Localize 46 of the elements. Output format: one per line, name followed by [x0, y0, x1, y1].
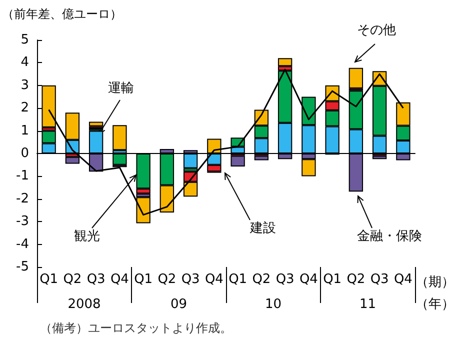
- y-tick-label: -2: [16, 191, 29, 206]
- text: 建設: [249, 221, 276, 236]
- text: 観光: [74, 229, 100, 244]
- x-tick-label: Q3: [181, 272, 200, 287]
- x-tick-label: Q1: [40, 272, 58, 287]
- bar: [112, 125, 127, 150]
- bar: [278, 58, 292, 66]
- y-tick-label: 5: [20, 32, 29, 48]
- bar: [65, 156, 80, 164]
- text: 運輸: [108, 81, 134, 96]
- text: （期）: [416, 275, 454, 290]
- y-tick-label: -5: [16, 260, 29, 274]
- bar: [348, 68, 364, 88]
- y-tick-label: 4: [20, 55, 29, 70]
- x-tick-label: Q3: [370, 272, 389, 287]
- x-tick-label: Q3: [86, 272, 106, 287]
- text: その他: [357, 23, 396, 38]
- y-tick-label: 2: [20, 100, 29, 116]
- x-tick-label: Q1: [134, 272, 153, 287]
- x-tick-label: Q2: [63, 272, 82, 287]
- x-tick-label: Q1: [323, 272, 342, 287]
- y-tick-label: 1: [20, 123, 29, 138]
- x-tick-label: Q3: [276, 272, 294, 287]
- text: 10: [264, 297, 282, 312]
- y-tick-label: -4: [16, 236, 29, 252]
- x-tick-label: Q1: [228, 272, 248, 287]
- x-tick-label: Q2: [158, 272, 176, 287]
- y-tick-label: 3: [20, 78, 29, 93]
- text: 11: [359, 297, 376, 312]
- x-tick-label: Q2: [346, 272, 366, 287]
- y-axis-title: （前年差、億ユーロ）: [2, 7, 122, 21]
- x-tick-label: Q4: [394, 272, 412, 287]
- text: 2008: [68, 297, 101, 312]
- text: （年）: [416, 297, 454, 312]
- x-tick-label: Q4: [110, 272, 129, 287]
- text: （備考）ユーロスタットより作成。: [40, 321, 232, 335]
- x-tick-label: Q4: [299, 272, 318, 287]
- y-tick-label: -3: [16, 214, 29, 230]
- y-tick-label: 0: [20, 146, 29, 161]
- bar: [230, 156, 245, 166]
- text: 金融・保険: [357, 229, 422, 244]
- x-tick-label: Q4: [204, 272, 224, 287]
- x-tick-label: Q2: [252, 272, 271, 287]
- bar: [254, 156, 269, 160]
- y-tick-label: -1: [16, 168, 29, 184]
- text: 09: [170, 297, 188, 312]
